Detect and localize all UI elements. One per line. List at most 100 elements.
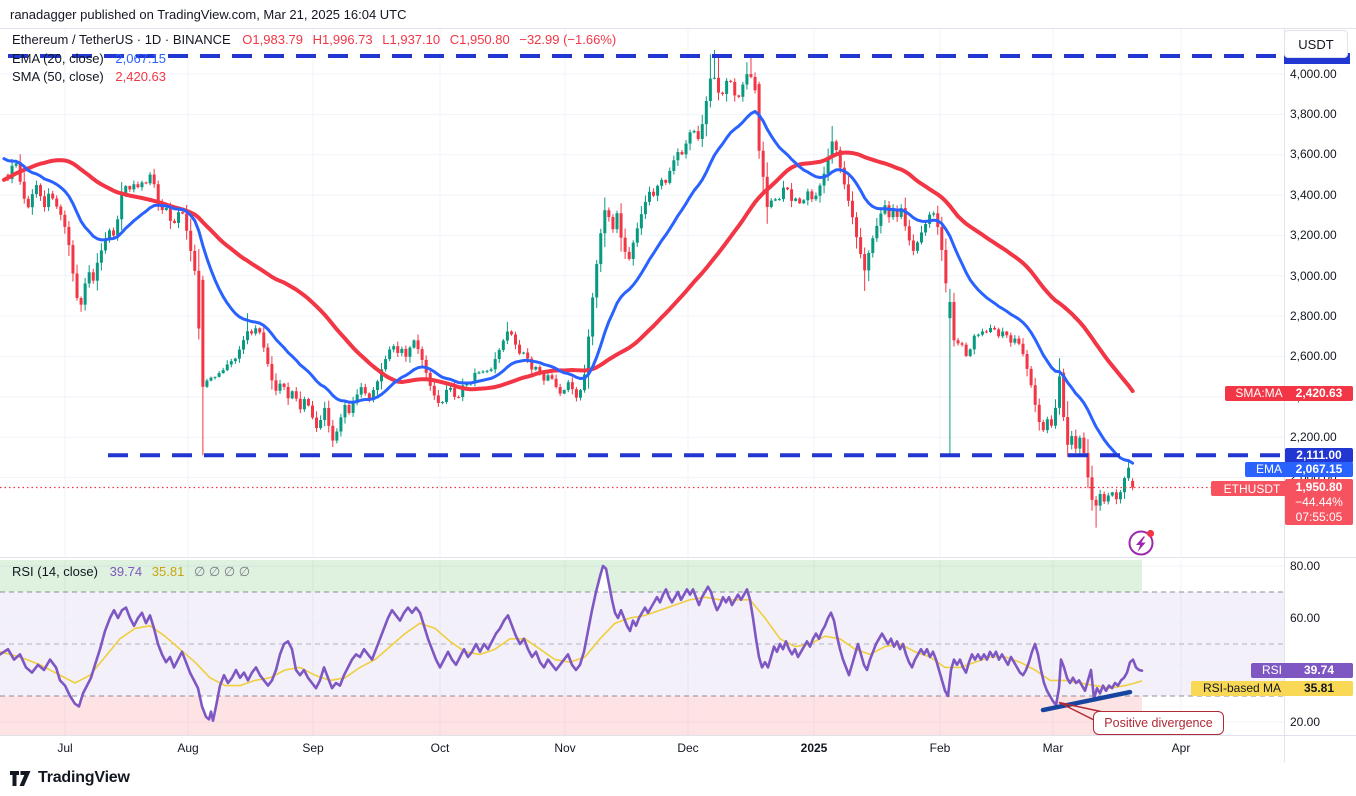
- time-axis-label[interactable]: Jul: [57, 741, 73, 755]
- candle-body: [1082, 437, 1086, 453]
- rsi-axis-label[interactable]: 60.00: [1290, 611, 1321, 625]
- candle-body: [1118, 492, 1122, 500]
- candle-body: [777, 199, 781, 201]
- candle-body: [879, 213, 883, 226]
- candle-body: [1009, 335, 1013, 343]
- symbol-price-chip-tag: ETHUSDT: [1211, 481, 1293, 496]
- symbol-title[interactable]: Ethereum / TetherUS · 1D · BINANCE: [12, 32, 231, 47]
- price-axis-label[interactable]: 3,400.00: [1290, 188, 1337, 202]
- time-axis-label[interactable]: 2025: [800, 741, 828, 755]
- candle-body: [1049, 419, 1053, 426]
- price-axis-label[interactable]: 2,800.00: [1290, 309, 1337, 323]
- price-axis-label[interactable]: 3,000.00: [1290, 269, 1337, 283]
- ohlc-open: O1,983.79: [242, 32, 304, 47]
- candle-body: [79, 298, 83, 305]
- symbol-price-chip-line: 07:55:05: [1295, 509, 1343, 524]
- time-axis-label[interactable]: Mar: [1042, 741, 1064, 755]
- time-axis-divider: [0, 735, 1356, 736]
- candle-body: [1062, 372, 1066, 418]
- rsi-axis-label[interactable]: 80.00: [1290, 559, 1321, 573]
- time-axis-label[interactable]: Dec: [677, 741, 699, 755]
- ema20-line[interactable]: [2, 109, 1135, 465]
- candle-body: [120, 195, 124, 220]
- candle-body: [794, 198, 798, 201]
- time-axis-label[interactable]: Feb: [929, 741, 951, 755]
- price-axis-label[interactable]: 2,200.00: [1290, 430, 1337, 444]
- rsi-axis-label[interactable]: 20.00: [1290, 715, 1321, 729]
- candle-body: [112, 230, 116, 236]
- candle-body: [558, 386, 562, 394]
- candle-body: [818, 185, 822, 196]
- pane-divider[interactable]: [0, 557, 1356, 558]
- candle-body: [363, 387, 367, 394]
- candle-body: [903, 208, 907, 227]
- candle-body: [660, 179, 664, 186]
- positive-divergence-callout[interactable]: Positive divergence: [1093, 711, 1224, 735]
- time-axis-label[interactable]: Nov: [554, 741, 576, 755]
- candle-body: [63, 214, 67, 227]
- price-axis-label[interactable]: 4,000.00: [1290, 67, 1337, 81]
- callout-tail: [1058, 701, 1104, 713]
- price-axis-label[interactable]: 3,200.00: [1290, 228, 1337, 242]
- candle-body: [700, 124, 704, 139]
- candle-body: [156, 184, 160, 203]
- currency-toggle-button[interactable]: USDT: [1284, 30, 1348, 58]
- candle-body: [676, 152, 680, 161]
- candle-body: [688, 132, 692, 144]
- time-axis-label[interactable]: Apr: [1171, 741, 1191, 755]
- candle-body: [55, 198, 59, 207]
- price-axis-label[interactable]: 2,600.00: [1290, 349, 1337, 363]
- sma50-line[interactable]: [1, 150, 1135, 394]
- candle-body: [168, 207, 172, 221]
- range-low-price-chip-value: 2,111.00: [1285, 447, 1353, 463]
- candle-body: [542, 371, 546, 381]
- ema-label: EMA (20, close): [12, 51, 104, 66]
- candle-body: [656, 185, 660, 196]
- candle-body: [1102, 494, 1106, 502]
- candle-body: [270, 363, 274, 381]
- candle-body: [262, 332, 266, 348]
- symbol-legend-row[interactable]: Ethereum / TetherUS · 1D · BINANCE O1,98…: [12, 32, 616, 47]
- price-axis-label[interactable]: 3,800.00: [1290, 107, 1337, 121]
- candle-body: [1106, 495, 1110, 502]
- candle-body: [233, 358, 237, 362]
- sma-legend-row[interactable]: SMA (50, close) 2,420.63: [12, 69, 166, 84]
- rsi-divergence-trendline[interactable]: [1040, 689, 1133, 713]
- rsi-line[interactable]: [0, 564, 1144, 723]
- ema-legend-row[interactable]: EMA (20, close) 2,067.15: [12, 51, 166, 66]
- candle-body: [615, 213, 619, 230]
- candle-body: [1033, 385, 1037, 405]
- candle-body: [1110, 492, 1114, 496]
- candle-body: [1074, 436, 1078, 449]
- candle-body: [497, 349, 501, 360]
- candle-body: [842, 167, 846, 185]
- candle-body: [1013, 338, 1017, 343]
- ohlc-change: −32.99 (−1.66%): [519, 32, 617, 47]
- rsi-ma-line[interactable]: [0, 596, 1143, 690]
- candle-body: [1123, 478, 1126, 493]
- callout-tail: [1058, 701, 1097, 722]
- candle-body: [887, 205, 891, 218]
- flash-order-icon[interactable]: [1128, 529, 1155, 556]
- candle-body: [964, 344, 968, 356]
- candle-body: [477, 372, 481, 374]
- candle-body: [1045, 419, 1049, 431]
- time-axis-label[interactable]: Oct: [430, 741, 450, 755]
- rsi-legend-row[interactable]: RSI (14, close) 39.74 35.81 ∅ ∅ ∅ ∅: [12, 564, 250, 580]
- candle-body: [355, 394, 359, 403]
- candle-body: [708, 78, 712, 102]
- candle-body: [940, 227, 944, 250]
- candle-body: [221, 370, 225, 374]
- tradingview-logo[interactable]: TradingView: [10, 769, 130, 787]
- candle-body: [505, 331, 509, 341]
- price-pane[interactable]: [0, 28, 1284, 557]
- price-axis-label[interactable]: 3,600.00: [1290, 147, 1337, 161]
- symbol-price-chip-line: −44.44%: [1295, 494, 1343, 509]
- time-axis-label[interactable]: Sep: [302, 741, 324, 755]
- candle-body: [408, 347, 412, 357]
- candle-body: [518, 344, 522, 354]
- rsi-pane[interactable]: [0, 560, 1284, 735]
- candle-body: [440, 401, 444, 403]
- time-axis-label[interactable]: Aug: [177, 741, 199, 755]
